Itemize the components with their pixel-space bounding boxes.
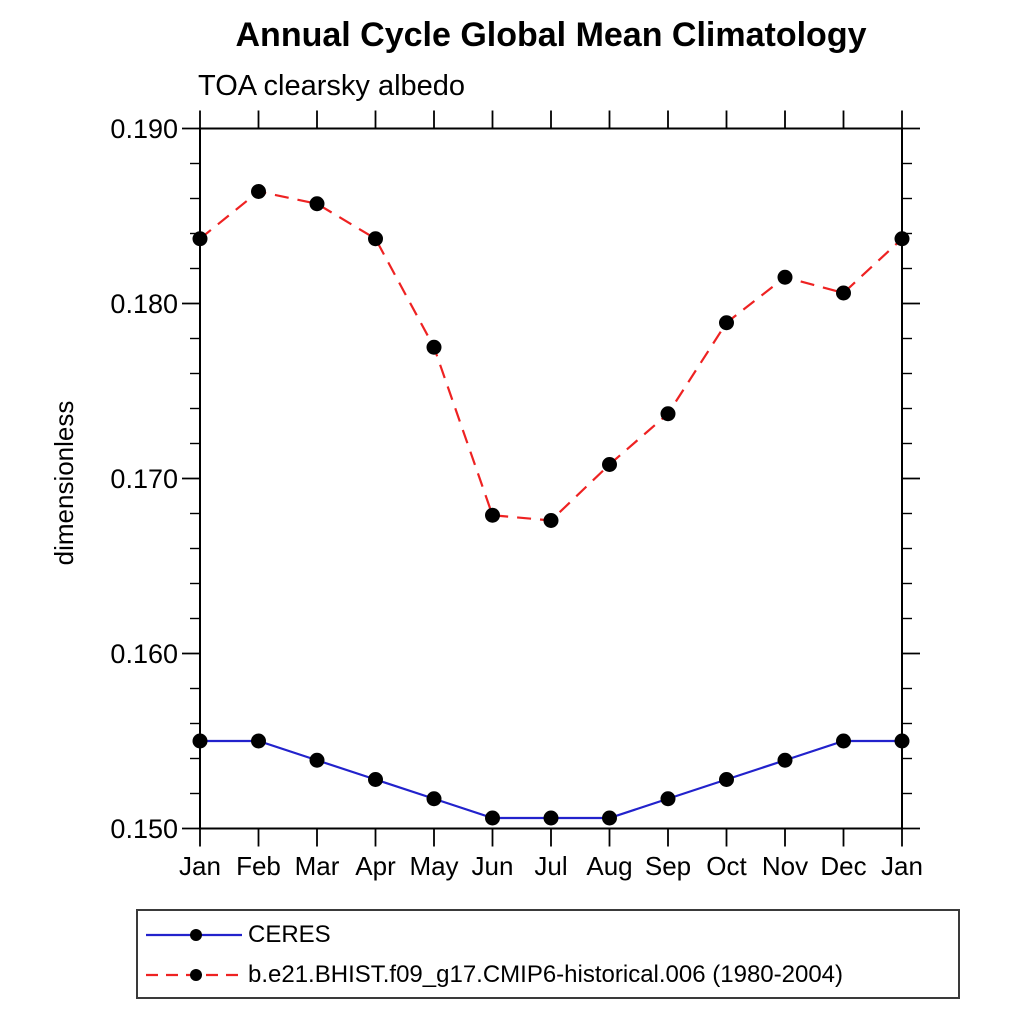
legend-item-ceres: CERES <box>144 917 331 953</box>
legend-marker-icon <box>190 969 202 981</box>
data-point-marker <box>192 733 208 749</box>
legend-swatch-model-line <box>146 969 242 981</box>
data-point-marker <box>719 315 734 331</box>
legend-marker-icon <box>190 929 202 941</box>
data-point-marker <box>660 406 676 422</box>
data-point-marker <box>368 231 383 247</box>
x-tick-label: Sep <box>644 851 692 881</box>
x-tick-label: Jun <box>471 851 514 881</box>
data-point-marker <box>660 791 676 807</box>
legend-item-model: b.e21.BHIST.f09_g17.CMIP6-historical.006… <box>144 957 843 993</box>
data-point-marker <box>719 772 734 787</box>
x-tick-label: Nov <box>761 851 809 881</box>
data-point-marker <box>251 184 266 199</box>
x-tick-label: Mar <box>294 851 340 881</box>
data-point-marker <box>602 457 617 472</box>
x-tick-label: Aug <box>586 851 633 881</box>
data-point-marker <box>485 810 500 826</box>
data-point-marker <box>894 733 910 749</box>
x-tick-label: Jan <box>881 851 923 881</box>
series-line-ceres <box>200 739 902 820</box>
y-tick-label: 0.180 <box>110 288 178 319</box>
legend-label-model: b.e21.BHIST.f09_g17.CMIP6-historical.006… <box>248 961 844 988</box>
data-point-marker <box>543 810 559 826</box>
data-point-marker <box>309 752 325 768</box>
y-tick-label: 0.160 <box>110 638 178 669</box>
data-point-marker <box>485 507 500 523</box>
data-point-marker <box>368 772 383 787</box>
data-point-marker <box>251 733 266 749</box>
x-tick-label: Feb <box>236 851 281 881</box>
data-point-marker <box>836 733 851 749</box>
x-tick-label: Oct <box>706 851 747 881</box>
series-line-model <box>199 190 903 522</box>
data-point-marker <box>426 339 442 355</box>
x-tick-label: Apr <box>355 851 396 881</box>
legend-label-ceres: CERES <box>248 921 331 948</box>
x-tick-label: May <box>409 851 459 881</box>
data-point-marker <box>192 231 208 247</box>
x-tick-label: Jul <box>534 851 568 881</box>
x-tick-label: Jan <box>179 851 221 881</box>
data-point-marker <box>836 285 851 301</box>
data-point-marker <box>777 752 793 768</box>
data-point-marker <box>309 196 325 212</box>
data-point-marker <box>894 231 910 247</box>
chart-title: Annual Cycle Global Mean Climatology <box>235 16 867 54</box>
y-tick-label: 0.170 <box>110 463 178 494</box>
chart-subtitle: TOA clearsky albedo <box>198 70 466 102</box>
data-point-marker <box>602 810 617 826</box>
y-tick-label: 0.190 <box>110 113 178 144</box>
data-point-marker <box>426 791 442 807</box>
data-point-marker <box>543 513 559 528</box>
legend-box: CERES b.e21.BHIST.f09_g17.CMIP6-historic… <box>136 909 960 999</box>
y-tick-label: 0.150 <box>110 813 178 844</box>
data-point-marker <box>777 269 793 285</box>
plot-frame <box>199 127 903 830</box>
x-tick-label: Dec <box>820 851 867 881</box>
legend-swatch-ceres-line <box>146 929 242 941</box>
